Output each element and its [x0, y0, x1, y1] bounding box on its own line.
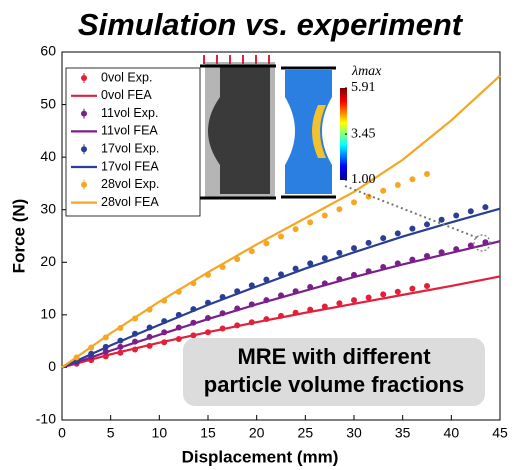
data-point	[365, 294, 372, 301]
x-tick-label: 5	[107, 425, 115, 441]
legend-marker	[81, 75, 87, 81]
x-tick-label: 45	[492, 425, 508, 441]
x-tick-label: 10	[152, 425, 168, 441]
annotation-text: MRE with different	[237, 344, 431, 369]
data-point	[394, 182, 401, 189]
data-point	[292, 265, 299, 272]
data-point	[409, 176, 416, 183]
data-point	[394, 230, 401, 237]
data-point	[351, 245, 357, 252]
y-tick-label: 60	[40, 43, 56, 59]
data-point	[307, 219, 314, 226]
data-point	[321, 212, 328, 219]
y-tick-label: 40	[40, 148, 56, 164]
data-point	[453, 212, 460, 219]
x-tick-label: 25	[298, 425, 314, 441]
y-axis-label: Force (N)	[9, 199, 28, 274]
plot-frame	[61, 51, 501, 421]
legend: 0vol Exp. 0vol FEA 11vol Exp. 11vol FEA 17vo…	[65, 67, 201, 217]
y-tick-label: 0	[48, 358, 56, 374]
data-point	[336, 300, 343, 307]
y-tick-label: 50	[40, 95, 56, 111]
x-tick-label: 35	[395, 425, 411, 441]
fea-line	[61, 207, 501, 369]
y-tick-label: 20	[40, 253, 56, 269]
legend-label: 11vol Exp.	[101, 106, 158, 120]
y-tick-label: 30	[40, 200, 56, 216]
legend-marker	[81, 110, 87, 117]
colorbar-tick-label: 1.00	[351, 172, 376, 187]
data-point	[380, 291, 387, 298]
data-point	[409, 225, 416, 232]
inset-image	[200, 55, 347, 200]
legend-label: 11vol FEA	[101, 124, 158, 138]
data-point	[438, 216, 445, 223]
fea-line	[61, 74, 501, 369]
data-point	[248, 248, 255, 255]
legend-box	[65, 67, 201, 217]
data-point	[365, 239, 372, 246]
plot-area	[61, 51, 501, 421]
data-point	[263, 276, 270, 283]
colorbar-tick-label: 3.45	[351, 126, 376, 141]
y-tick-label: 10	[40, 306, 56, 322]
colorbar-title: λmax	[351, 64, 382, 79]
data-point	[321, 255, 328, 262]
annotation-box	[183, 338, 485, 406]
x-tick-label: 30	[346, 425, 362, 441]
legend-marker	[81, 146, 87, 153]
legend-label: 0vol FEA	[101, 88, 152, 102]
data-point	[351, 199, 357, 206]
callout-circle	[473, 234, 491, 252]
data-point	[336, 206, 343, 213]
fea-line	[61, 240, 501, 369]
data-point	[351, 297, 357, 304]
data-point	[467, 208, 474, 215]
data-point	[380, 235, 387, 242]
x-tick-label: 20	[249, 425, 265, 441]
legend-marker	[81, 181, 87, 188]
legend-label: 17vol Exp.	[101, 141, 159, 155]
colorbar-tick-label: 5.91	[351, 80, 376, 95]
data-point	[409, 285, 416, 292]
legend-label: 28vol Exp.	[101, 177, 159, 191]
legend-label: 0vol Exp.	[101, 70, 152, 84]
data-point	[394, 288, 401, 295]
data-point	[482, 204, 489, 211]
data-point	[292, 226, 299, 233]
x-tick-label: 40	[444, 425, 460, 441]
legend-label: 28vol FEA	[101, 195, 159, 209]
data-point	[278, 233, 284, 240]
data-point	[307, 260, 314, 267]
annotation-text: particle volume fractions	[204, 372, 464, 397]
fea-line	[61, 275, 501, 369]
data-point	[424, 221, 430, 228]
callout-line	[344, 185, 479, 239]
y-tick-label: -10	[36, 411, 56, 427]
x-axis-label: Displacement (mm)	[182, 447, 339, 466]
chart-title: Simulation vs. experiment	[78, 7, 464, 42]
data-point	[380, 187, 387, 194]
fea-specimen	[285, 70, 332, 194]
data-point	[424, 170, 430, 177]
data-point	[263, 240, 270, 247]
legend-label: 17vol FEA	[101, 159, 159, 173]
fea-strain-zone	[312, 105, 326, 158]
colorbar	[340, 88, 347, 180]
data-point	[424, 282, 430, 289]
x-tick-label: 0	[58, 425, 66, 441]
load-arrows	[203, 55, 270, 64]
data-point	[336, 249, 343, 256]
x-tick-label: 15	[200, 425, 216, 441]
specimen-photo	[208, 66, 270, 194]
